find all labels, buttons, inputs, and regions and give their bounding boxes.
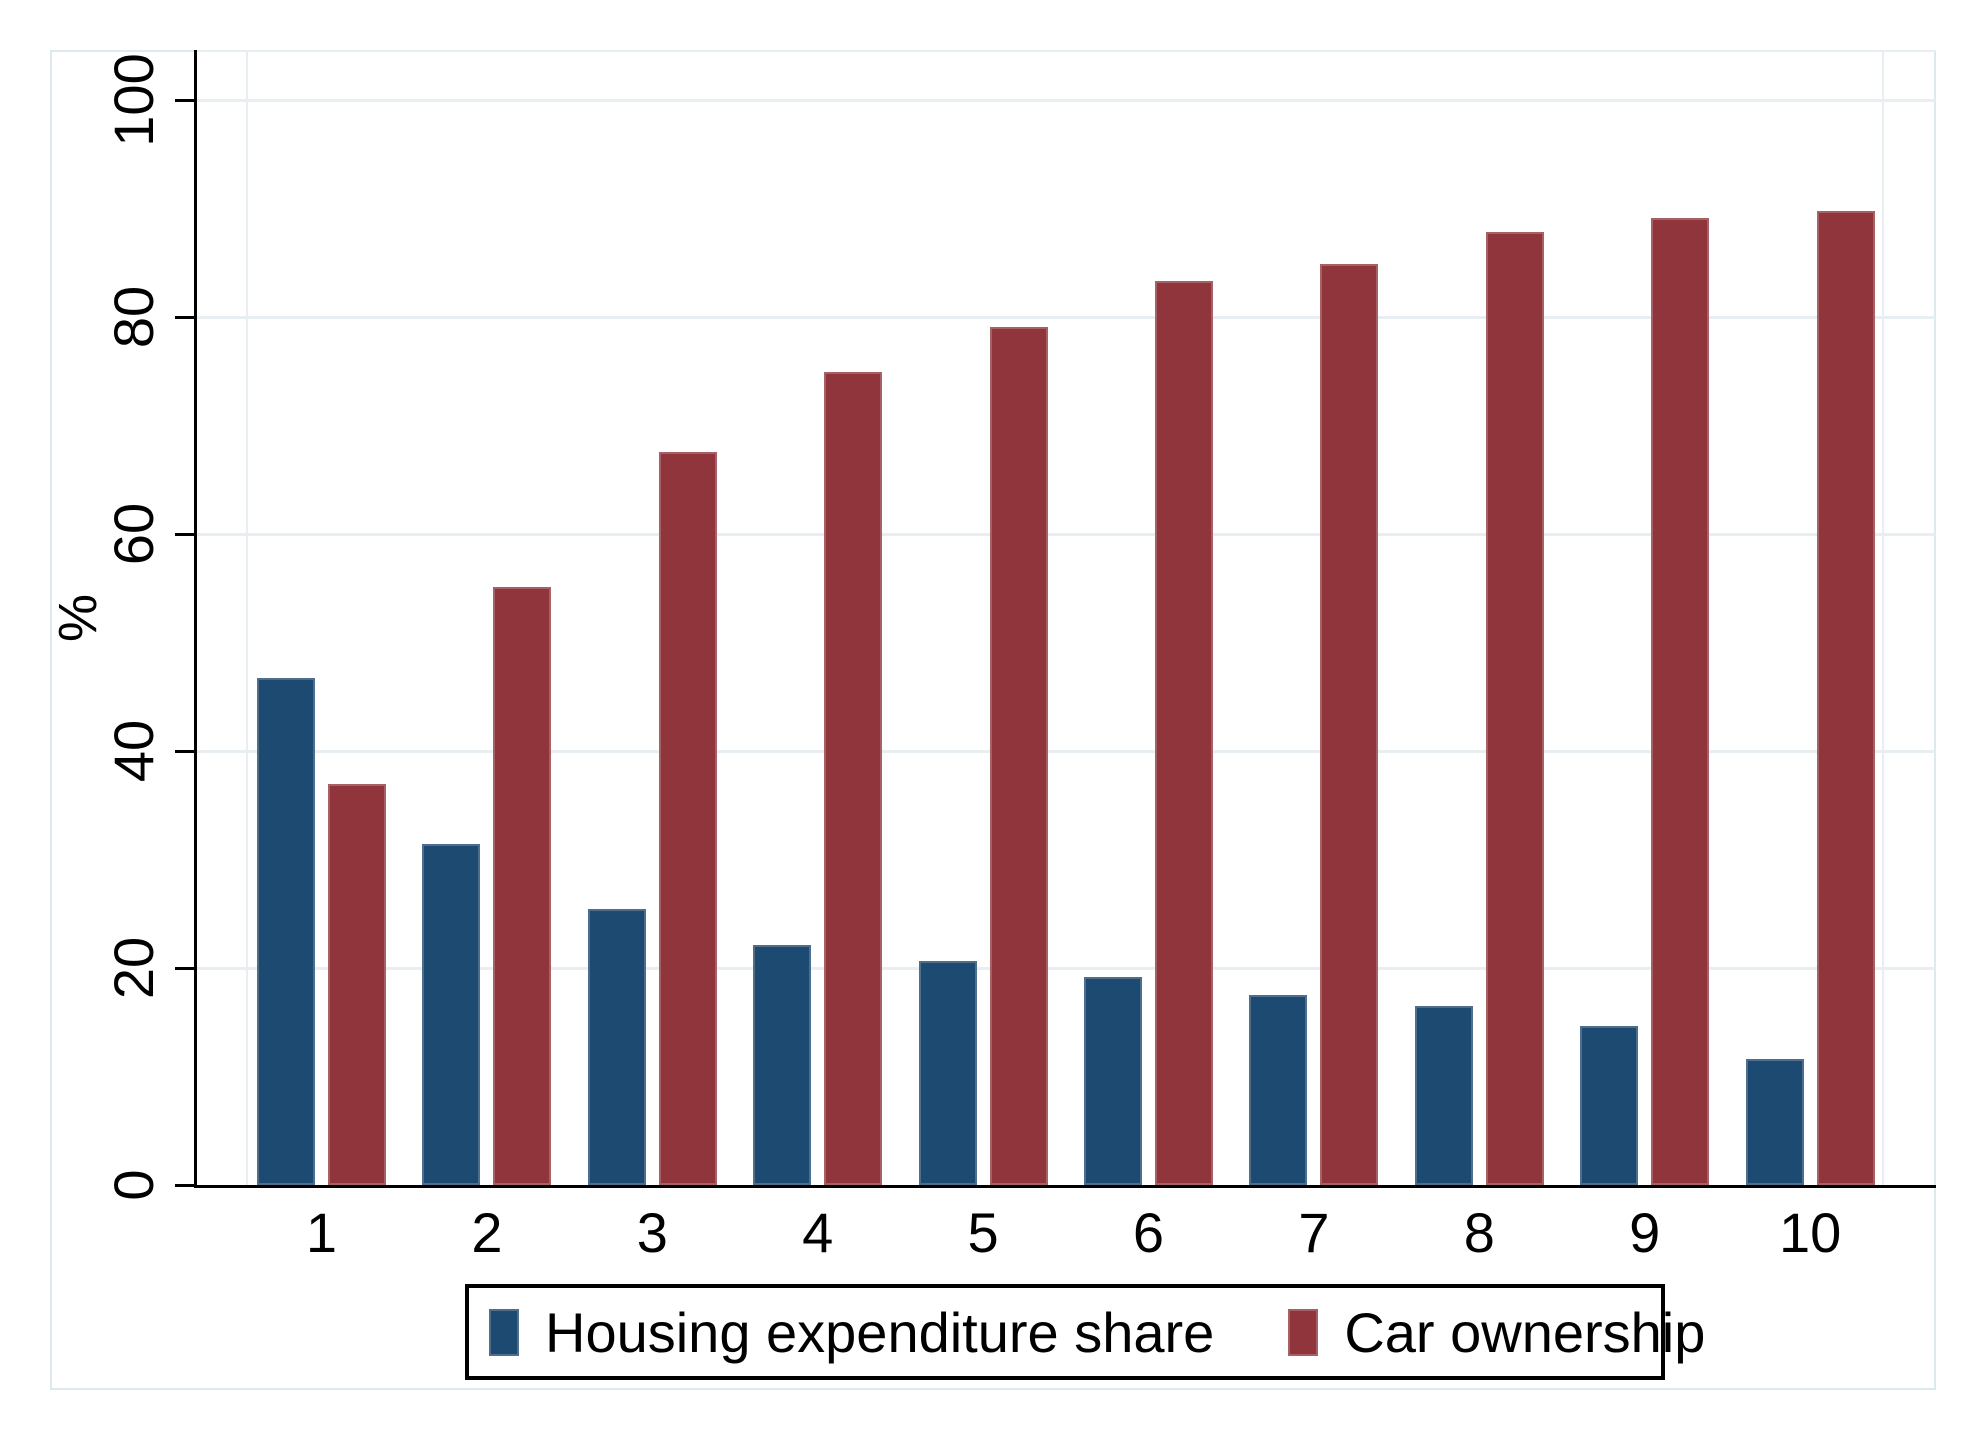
legend-swatch-housing <box>489 1308 519 1356</box>
x-tick-label-2: 2 <box>471 1201 503 1264</box>
bar-housing-1 <box>257 678 315 1185</box>
bar-housing-8 <box>1414 1005 1473 1185</box>
y-tick-label-80: 80 <box>102 285 165 349</box>
x-tick-label-10: 10 <box>1778 1201 1842 1264</box>
bar-car-9 <box>1651 218 1710 1185</box>
x-tick-label-9: 9 <box>1629 1201 1661 1264</box>
x-tick-label-7: 7 <box>1298 1201 1330 1264</box>
bar-car-10 <box>1816 210 1875 1185</box>
y-tick-20 <box>175 967 195 970</box>
y-tick-80 <box>175 316 195 319</box>
plot-region-border-left <box>246 50 248 1186</box>
bar-housing-10 <box>1745 1059 1804 1185</box>
bar-car-5 <box>989 326 1048 1185</box>
legend-label-car: Car ownership <box>1344 1300 1706 1364</box>
x-tick-label-6: 6 <box>1132 1201 1165 1264</box>
y-tick-100 <box>175 99 195 102</box>
plot-region-border-right <box>1882 50 1884 1186</box>
bar-housing-7 <box>1249 995 1308 1185</box>
gridline-40 <box>197 750 1935 753</box>
gridline-100 <box>197 99 1935 102</box>
y-tick-40 <box>175 750 195 753</box>
bar-housing-3 <box>587 909 646 1185</box>
y-tick-label-100: 100 <box>102 53 165 147</box>
bar-housing-4 <box>753 945 812 1185</box>
gridline-60 <box>197 533 1935 536</box>
legend-entry-housing: Housing expenditure share <box>489 1300 1214 1365</box>
bar-car-1 <box>328 783 386 1185</box>
legend: Housing expenditure share Car ownership <box>465 1284 1705 1380</box>
bar-car-3 <box>658 451 717 1185</box>
bar-car-2 <box>493 587 552 1185</box>
bar-car-4 <box>824 372 883 1185</box>
legend-entry-car: Car ownership <box>1288 1300 1705 1365</box>
y-tick-60 <box>175 533 195 536</box>
legend-swatch-car <box>1288 1308 1319 1356</box>
y-tick-label-60: 60 <box>102 502 165 566</box>
gridline-20 <box>197 967 1935 970</box>
y-tick-label-20: 20 <box>102 936 165 1000</box>
y-axis-title: % <box>48 594 108 643</box>
bar-car-6 <box>1155 281 1213 1185</box>
y-axis-line <box>194 50 197 1188</box>
y-tick-0 <box>175 1184 195 1187</box>
plot-region-border-top <box>195 50 1936 52</box>
bar-housing-5 <box>918 961 977 1185</box>
y-tick-label-40: 40 <box>102 719 165 783</box>
legend-label-housing: Housing expenditure share <box>545 1300 1215 1364</box>
bar-housing-9 <box>1580 1025 1639 1185</box>
bar-car-7 <box>1320 263 1379 1185</box>
x-tick-label-8: 8 <box>1463 1201 1495 1264</box>
x-tick-label-5: 5 <box>967 1201 999 1264</box>
x-tick-label-1: 1 <box>305 1201 338 1264</box>
bar-housing-6 <box>1084 976 1142 1185</box>
gridline-80 <box>197 316 1935 319</box>
x-tick-label-3: 3 <box>636 1201 668 1264</box>
x-axis-line <box>194 1185 1936 1188</box>
y-tick-label-0: 0 <box>102 1169 165 1201</box>
bar-car-8 <box>1485 232 1544 1185</box>
x-tick-label-4: 4 <box>802 1201 834 1264</box>
bar-housing-2 <box>422 844 481 1185</box>
